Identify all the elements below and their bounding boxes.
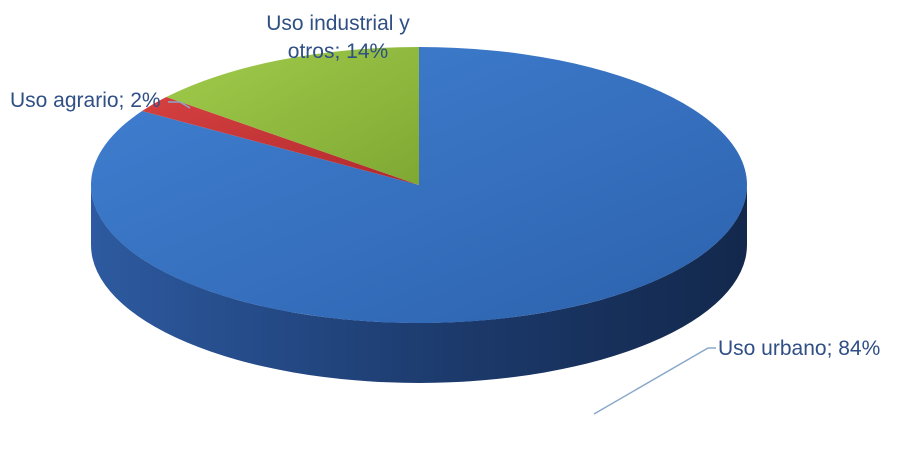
leader-line-uso-agrario [168,101,191,109]
data-label-uso-industrial-line-2: otros; 14% [288,40,388,63]
leader-line-uso-urbano [593,347,716,415]
data-label-uso-agrario: Uso agrario; 2% [10,89,161,112]
pie-slice-uso-industrial-y-otros [166,47,419,185]
data-label-uso-industrial-line-1: Uso industrial y [266,12,410,35]
data-label-uso-urbano: Uso urbano; 84% [718,337,880,360]
pie-side-uso-urbano [91,185,747,383]
pie-slice-uso-agrario [142,97,420,185]
